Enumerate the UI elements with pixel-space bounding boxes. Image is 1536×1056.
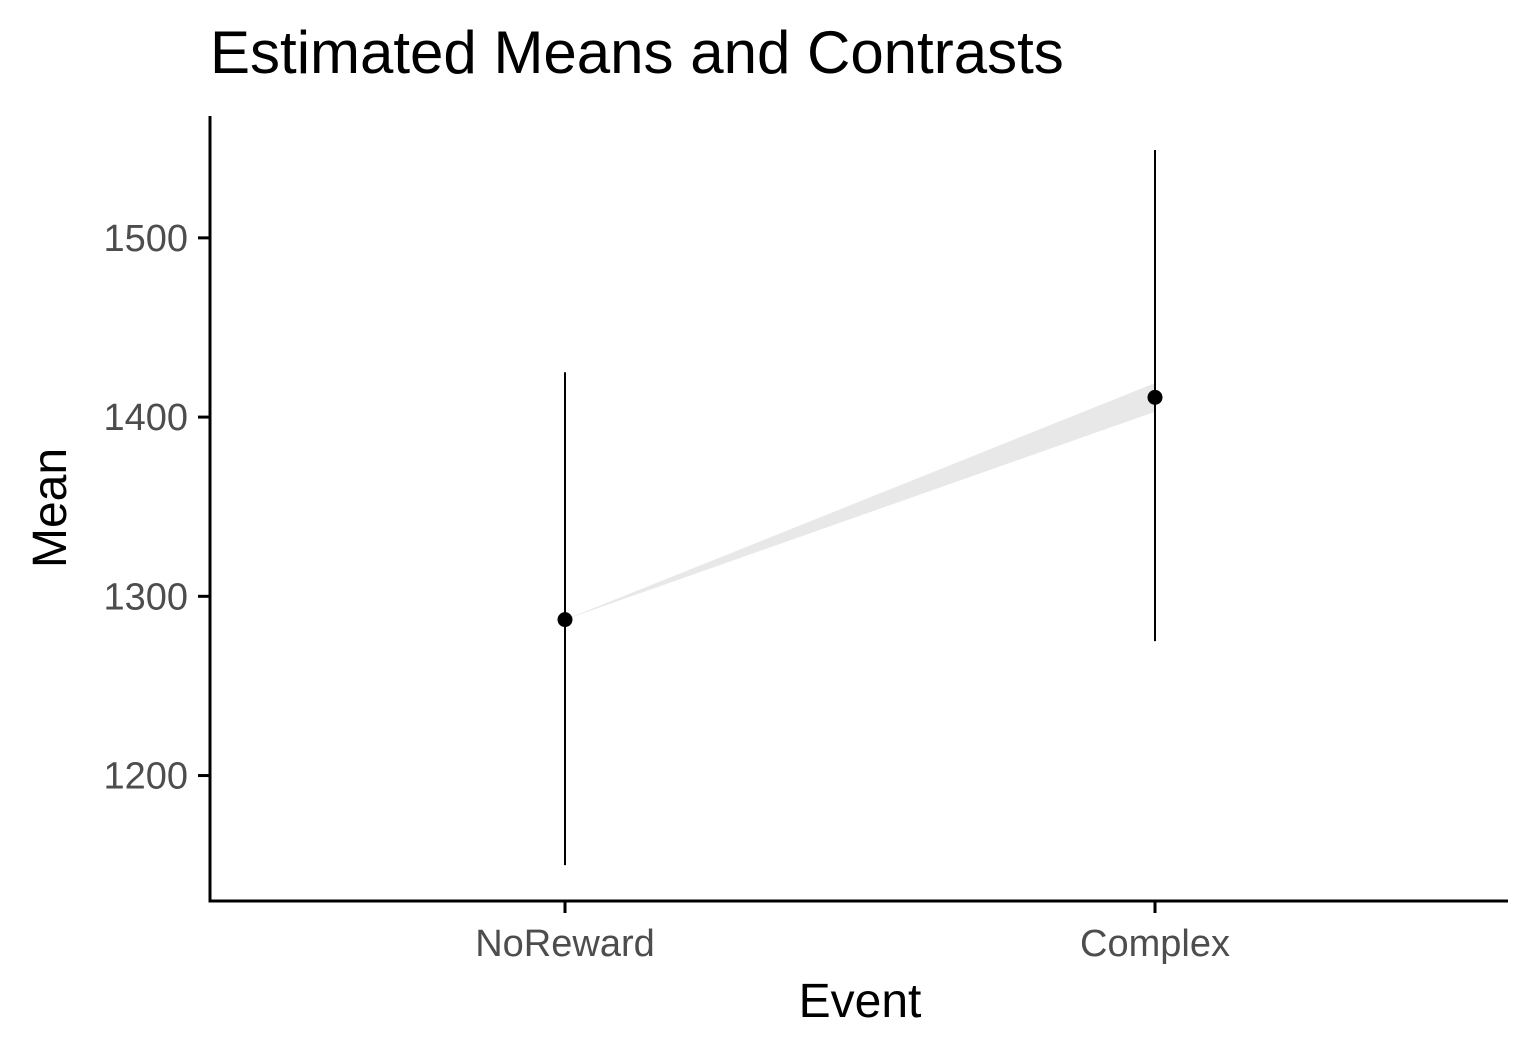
mean-point-noreward bbox=[557, 612, 573, 628]
y-tick-label: 1500 bbox=[103, 218, 188, 260]
contrast-band-layer bbox=[565, 383, 1155, 620]
y-tick-label: 1300 bbox=[103, 576, 188, 618]
chart-title: Estimated Means and Contrasts bbox=[210, 19, 1064, 86]
mean-point-complex bbox=[1147, 389, 1163, 405]
y-tick-label: 1400 bbox=[103, 397, 188, 439]
y-axis-title: Mean bbox=[24, 448, 77, 568]
y-tick-layer: 1200 1300 1400 1500 bbox=[103, 218, 210, 798]
contrast-band bbox=[565, 383, 1155, 620]
x-axis-title: Event bbox=[799, 975, 922, 1028]
point-layer bbox=[557, 389, 1163, 628]
x-tick-label: Complex bbox=[1080, 923, 1230, 965]
x-tick-layer: NoReward Complex bbox=[475, 901, 1230, 965]
x-tick-label: NoReward bbox=[475, 923, 655, 965]
y-tick-label: 1200 bbox=[103, 756, 188, 798]
